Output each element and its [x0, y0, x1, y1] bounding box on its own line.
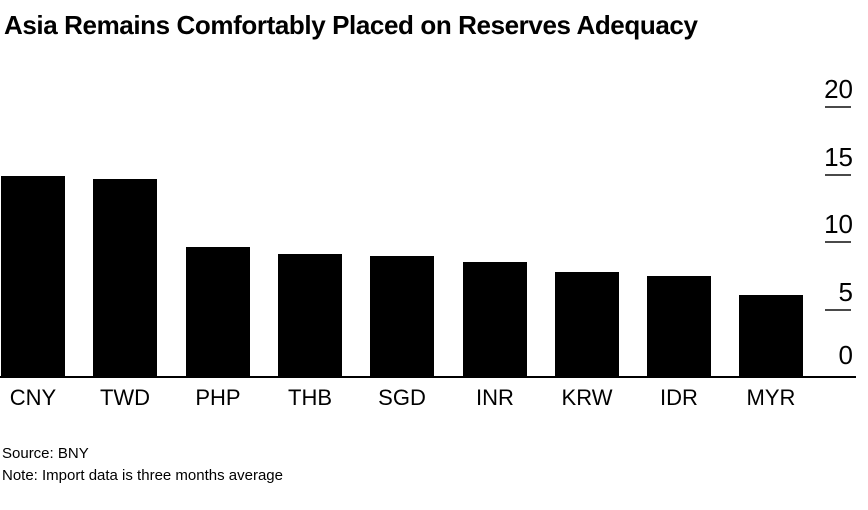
bar-sgd: [370, 256, 434, 377]
x-axis-label-krw: KRW: [561, 385, 613, 410]
bar-twd: [93, 179, 157, 376]
source-text: Source: BNY: [2, 445, 89, 462]
bar-krw: [555, 272, 619, 376]
note-text: Note: Import data is three months averag…: [2, 467, 283, 484]
y-axis-tick-5: [825, 309, 851, 311]
x-axis-label-cny: CNY: [9, 385, 57, 410]
x-axis-label-myr: MYR: [746, 385, 796, 410]
y-axis-tick-20: [825, 106, 851, 108]
chart-title: Asia Remains Comfortably Placed on Reser…: [4, 10, 698, 40]
y-axis-label-10: 10: [824, 209, 853, 239]
y-axis-label-0: 0: [838, 340, 853, 370]
x-axis-label-twd: TWD: [99, 385, 151, 410]
chart-footer: Source: BNY Note: Import data is three m…: [2, 443, 283, 487]
x-axis-label-php: PHP: [195, 385, 241, 410]
y-axis-label-20: 20: [824, 74, 853, 104]
x-axis-baseline: [0, 376, 856, 378]
x-axis-label-idr: IDR: [660, 385, 698, 410]
bar-cny: [1, 176, 65, 376]
bar-inr: [463, 262, 527, 376]
bar-myr: [739, 295, 803, 376]
y-axis-label-5: 5: [838, 277, 853, 307]
y-axis-tick-10: [825, 241, 851, 243]
x-axis-label-inr: INR: [476, 385, 514, 410]
bar-php: [186, 247, 250, 376]
y-axis-label-15: 15: [824, 142, 853, 172]
y-axis-tick-15: [825, 174, 851, 176]
bar-idr: [647, 276, 711, 376]
x-axis-label-sgd: SGD: [378, 385, 426, 410]
x-axis-label-thb: THB: [288, 385, 332, 410]
bar-thb: [278, 254, 342, 376]
